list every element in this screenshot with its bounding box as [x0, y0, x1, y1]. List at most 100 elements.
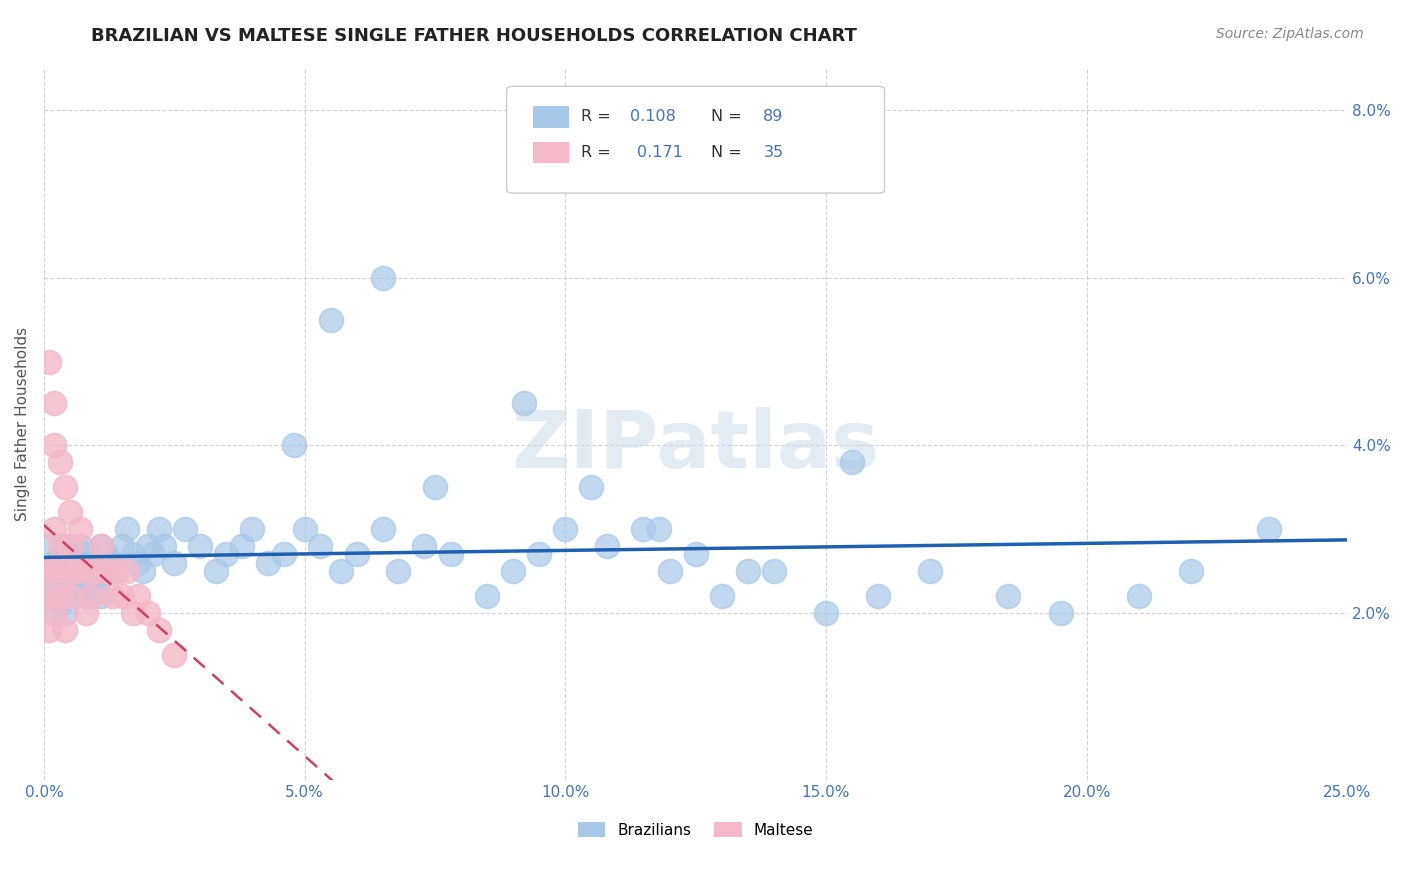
Point [153, 539, 176, 553]
Text: R =: R = [581, 145, 621, 160]
Point [75, 606, 97, 620]
Point [283, 438, 305, 452]
Point [346, 547, 368, 561]
Point [48, 547, 70, 561]
Point [127, 589, 149, 603]
Point [762, 564, 785, 578]
Point [48, 564, 70, 578]
Point [737, 564, 759, 578]
Point [111, 539, 134, 553]
Point [59, 505, 82, 519]
Point [80, 572, 103, 586]
Point [44, 564, 66, 578]
Text: N =: N = [711, 110, 747, 124]
Point [997, 589, 1019, 603]
Point [44, 396, 66, 410]
Point [371, 271, 394, 285]
Point [648, 522, 671, 536]
Point [53, 556, 76, 570]
Point [84, 564, 107, 578]
Point [205, 564, 228, 578]
Text: 35: 35 [763, 145, 783, 160]
Point [63, 589, 86, 603]
Point [117, 522, 139, 536]
Text: ZIPatlas: ZIPatlas [512, 407, 880, 484]
Point [105, 564, 128, 578]
Point [96, 564, 118, 578]
Point [121, 547, 143, 561]
Point [710, 589, 733, 603]
Point [413, 539, 436, 553]
Point [309, 539, 332, 553]
Point [581, 480, 603, 494]
Point [53, 581, 76, 595]
Point [75, 547, 97, 561]
Point [257, 556, 280, 570]
Point [633, 522, 655, 536]
Point [38, 564, 60, 578]
FancyBboxPatch shape [506, 87, 884, 193]
Point [841, 455, 863, 469]
Point [80, 556, 103, 570]
Point [231, 539, 253, 553]
Point [117, 564, 139, 578]
Point [1128, 589, 1150, 603]
Point [48, 539, 70, 553]
Point [75, 564, 97, 578]
Point [90, 539, 112, 553]
Text: 89: 89 [763, 110, 783, 124]
Point [48, 598, 70, 612]
Point [371, 522, 394, 536]
Point [69, 581, 91, 595]
Point [38, 589, 60, 603]
Text: BRAZILIAN VS MALTESE SINGLE FATHER HOUSEHOLDS CORRELATION CHART: BRAZILIAN VS MALTESE SINGLE FATHER HOUSE… [91, 27, 858, 45]
Point [59, 581, 82, 595]
Point [658, 564, 681, 578]
Point [387, 564, 409, 578]
Point [121, 606, 143, 620]
Point [44, 606, 66, 620]
Text: R =: R = [581, 110, 616, 124]
Point [38, 589, 60, 603]
Point [38, 354, 60, 368]
Point [512, 396, 534, 410]
Point [1180, 564, 1202, 578]
Point [69, 539, 91, 553]
Point [148, 522, 170, 536]
Text: 0.171: 0.171 [637, 145, 683, 160]
Point [527, 547, 550, 561]
Point [439, 547, 461, 561]
Point [48, 572, 70, 586]
Point [44, 606, 66, 620]
Legend: Brazilians, Maltese: Brazilians, Maltese [571, 815, 820, 844]
Bar [533, 142, 569, 163]
Point [90, 589, 112, 603]
Point [814, 606, 837, 620]
Text: Source: ZipAtlas.com: Source: ZipAtlas.com [1216, 27, 1364, 41]
Point [63, 572, 86, 586]
Point [44, 556, 66, 570]
Point [53, 480, 76, 494]
Point [105, 564, 128, 578]
Point [53, 539, 76, 553]
Point [294, 522, 316, 536]
Point [63, 564, 86, 578]
Point [44, 572, 66, 586]
Point [59, 547, 82, 561]
Point [44, 522, 66, 536]
Point [84, 581, 107, 595]
Point [132, 564, 155, 578]
Point [502, 564, 524, 578]
Point [188, 539, 211, 553]
Point [100, 589, 122, 603]
Point [38, 564, 60, 578]
Point [920, 564, 942, 578]
Point [53, 606, 76, 620]
Point [69, 564, 91, 578]
Point [242, 522, 264, 536]
Point [163, 648, 186, 662]
Point [48, 455, 70, 469]
Point [685, 547, 707, 561]
Point [554, 522, 576, 536]
Point [136, 606, 159, 620]
